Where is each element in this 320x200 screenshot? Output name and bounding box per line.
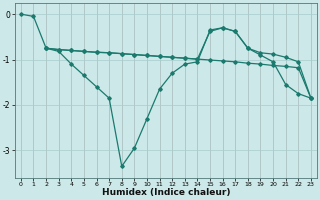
X-axis label: Humidex (Indice chaleur): Humidex (Indice chaleur) [102,188,230,197]
